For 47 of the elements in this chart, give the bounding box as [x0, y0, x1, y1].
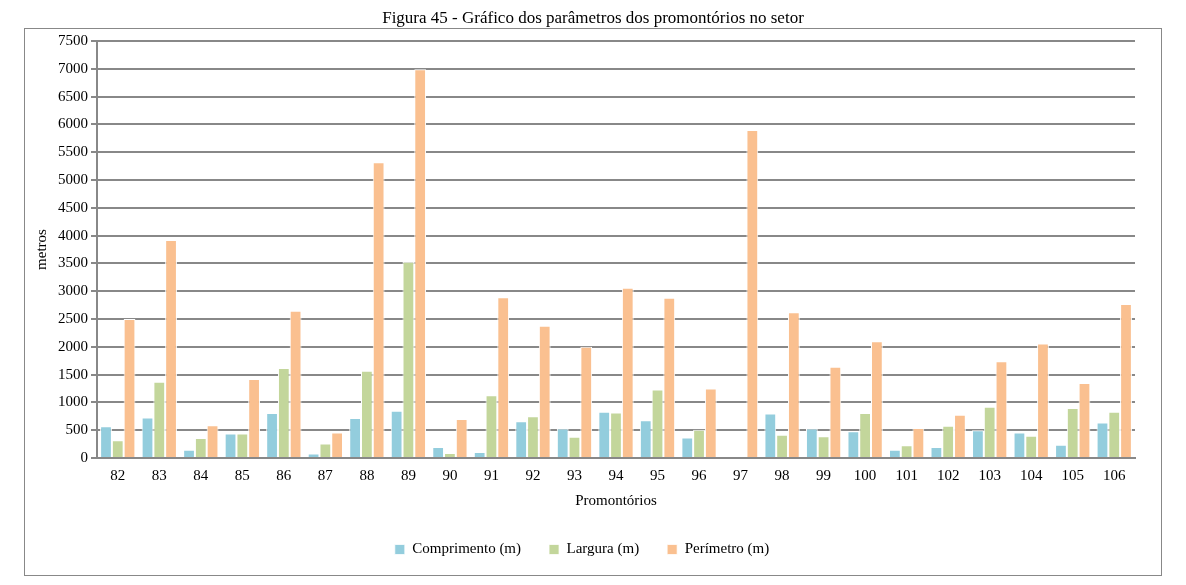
y-tick-label: 1000 [58, 393, 88, 410]
x-tick-label: 85 [234, 466, 250, 483]
y-tick-label: 7000 [58, 59, 88, 76]
y-tick-label: 0 [80, 448, 88, 465]
x-tick-label: 101 [895, 466, 918, 483]
x-tick-label: 84 [193, 466, 209, 483]
x-tick-label: 91 [483, 466, 499, 483]
x-tick-label: 102 [936, 466, 960, 483]
y-tick-label: 5500 [58, 143, 88, 160]
x-axis-title: Promontórios [575, 491, 657, 508]
x-tick-label: 94 [608, 466, 624, 483]
y-tick-label: 4500 [58, 198, 88, 215]
y-tick-label: 500 [65, 421, 88, 438]
x-tick-label: 98 [774, 466, 790, 483]
y-axis-title: metros [32, 228, 49, 270]
y-tick-label: 6500 [58, 87, 88, 104]
x-tick-label: 103 [978, 466, 1001, 483]
x-tick-label: 96 [691, 466, 708, 483]
x-tick-label: 106 [1102, 466, 1126, 483]
y-tick-label: 5000 [58, 170, 88, 187]
x-tick-label: 104 [1019, 466, 1043, 483]
y-tick-label: 7500 [58, 31, 88, 48]
x-tick-label: 95 [650, 466, 666, 483]
x-tick-label: 82 [110, 466, 126, 483]
legend-label: Largura (m) [566, 540, 640, 558]
x-tick-label: 87 [317, 466, 334, 483]
legend-label: Perímetro (m) [684, 540, 770, 558]
legend-label: Comprimento (m) [412, 540, 522, 558]
y-tick-label: 3500 [58, 254, 88, 271]
x-tick-label: 89 [400, 466, 416, 483]
chart-title: Figura 45 - Gráfico dos parâmetros dos promontórios no setor [381, 8, 805, 28]
x-tick-label: 90 [442, 466, 458, 483]
x-tick-label: 93 [566, 466, 582, 483]
x-tick-label: 105 [1061, 466, 1084, 483]
x-tick-label: 100 [853, 466, 877, 483]
y-tick-label: 4000 [58, 226, 88, 243]
y-tick-label: 3000 [58, 282, 88, 299]
x-tick-label: 86 [276, 466, 292, 483]
x-tick-label: 83 [151, 466, 167, 483]
y-tick-label: 6000 [58, 115, 88, 132]
y-tick-label: 2500 [58, 309, 88, 326]
y-tick-label: 2000 [58, 337, 88, 354]
y-tick-label: 1500 [58, 365, 88, 382]
x-tick-label: 88 [359, 466, 375, 483]
x-tick-label: 97 [733, 466, 749, 483]
x-tick-label: 99 [816, 466, 832, 483]
x-tick-label: 92 [525, 466, 541, 483]
